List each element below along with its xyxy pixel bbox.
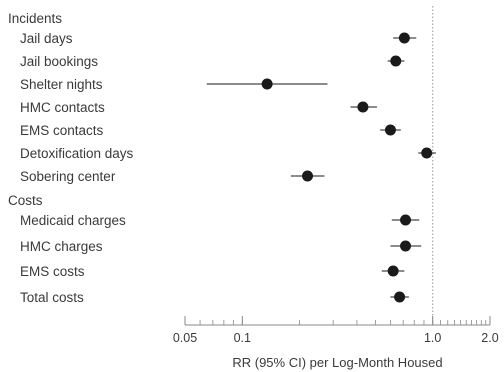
x-tick-label: 0.1 [234, 331, 251, 345]
point-estimate [398, 32, 410, 44]
row-label: Medicaid charges [20, 213, 126, 228]
x-axis-title: RR (95% CI) per Log-Month Housed [232, 355, 442, 370]
point-estimate [387, 265, 399, 277]
row-label: Sobering center [20, 169, 116, 184]
row-label: EMS contacts [20, 123, 104, 138]
point-estimate [384, 124, 396, 136]
point-estimate [421, 147, 433, 159]
point-estimate [357, 101, 369, 113]
row-label: HMC contacts [20, 100, 105, 115]
point-estimate [390, 55, 402, 67]
point-estimate [302, 170, 314, 182]
x-tick-label: 0.05 [173, 331, 197, 345]
group-header: Costs [8, 193, 43, 208]
row-label: EMS costs [20, 264, 85, 279]
point-estimate [394, 291, 406, 303]
x-tick-label: 1.0 [424, 331, 441, 345]
point-estimate [400, 240, 412, 252]
row-label: Jail bookings [20, 54, 98, 69]
row-label: Detoxification days [20, 146, 134, 161]
row-label: HMC charges [20, 239, 103, 254]
row-label: Total costs [20, 290, 84, 305]
row-label: Shelter nights [20, 77, 103, 92]
group-header: Incidents [8, 11, 62, 26]
point-estimate [400, 214, 412, 226]
x-tick-label: 2.0 [481, 331, 498, 345]
row-label: Jail days [20, 31, 73, 46]
point-estimate [261, 78, 273, 90]
